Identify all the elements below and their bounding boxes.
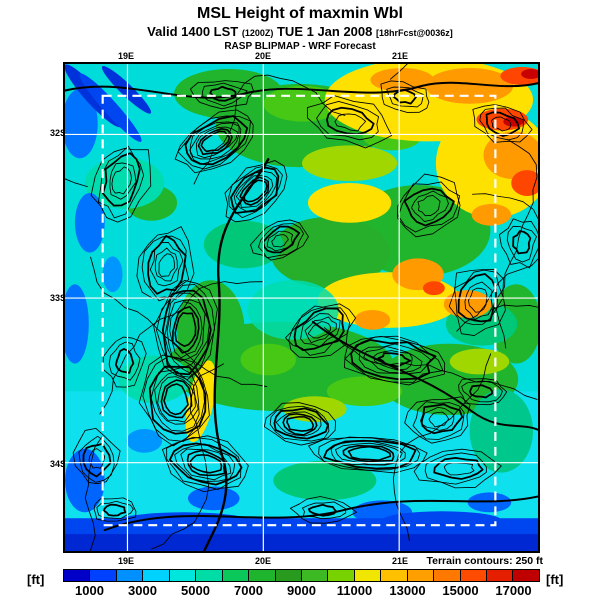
grid-lines-layer xyxy=(65,64,538,551)
x-tick-21E-bottom: 21E xyxy=(391,556,408,566)
y-tick-34S-left: 34S xyxy=(49,459,66,469)
terrain-map-canvas xyxy=(65,64,538,551)
colorbar-cell xyxy=(460,570,487,581)
model-subtitle: RASP BLIPMAP - WRF Forecast xyxy=(224,41,376,52)
x-tick-20E-bottom: 20E xyxy=(254,556,271,566)
colorbar-cell xyxy=(90,570,117,581)
colorbar-cell xyxy=(354,570,382,581)
colorbar-cell xyxy=(116,570,144,581)
plot-title: MSL Height of maxmin Wbl xyxy=(197,5,403,22)
y-tick-33S-left: 33S xyxy=(49,293,66,303)
colorbar-cell xyxy=(487,570,514,581)
colorbar-tick-label: 7000 xyxy=(234,583,263,598)
colorbar-tick-label: 17000 xyxy=(495,583,532,598)
colorbar-tick-label: 9000 xyxy=(287,583,316,598)
colorbar-tick-labels: 1000 3000 5000 7000 9000 11000 13000 15000 17000 xyxy=(63,583,540,599)
colorbar-unit-right: [ft] xyxy=(546,572,564,587)
colorbar-cell xyxy=(222,570,250,581)
valid-date: TUE 1 Jan 2008 xyxy=(276,24,373,39)
contour-lines-layer xyxy=(65,64,538,551)
colorbar-cell xyxy=(434,570,461,581)
colorbar-cell xyxy=(275,570,302,581)
x-tick-19E-bottom: 19E xyxy=(117,556,134,566)
colorbar-cell xyxy=(249,570,276,581)
valid-prefix: Valid 1400 LST xyxy=(147,24,239,39)
forecast-map xyxy=(63,62,540,553)
colorbar-cell xyxy=(64,570,91,581)
x-tick-19E-top: 19E xyxy=(117,51,134,61)
y-tick-32S-left: 32S xyxy=(49,128,66,138)
colorbar-cell xyxy=(196,570,223,581)
domain-boundary-dashed xyxy=(101,94,497,527)
forecast-run-tag: [18hrFcst@0036z] xyxy=(376,28,453,38)
colorbar-tick-label: 15000 xyxy=(442,583,479,598)
colorbar xyxy=(63,569,540,582)
colorbar-tick-label: 1000 xyxy=(75,583,104,598)
colorbar-unit-left: [ft] xyxy=(27,572,45,587)
colorbar-cell xyxy=(381,570,408,581)
x-tick-20E-top: 20E xyxy=(254,51,271,61)
colorbar-tick-label: 5000 xyxy=(181,583,210,598)
contour-note: Terrain contours: 250 ft xyxy=(426,555,544,567)
colorbar-cell xyxy=(407,570,435,581)
valid-time-line: Valid 1400 LST (1200Z) TUE 1 Jan 2008 [1… xyxy=(0,24,600,39)
colorbar-cell xyxy=(169,570,197,581)
colorbar-tick-label: 13000 xyxy=(389,583,426,598)
colorbar-cell xyxy=(328,570,355,581)
colorbar-tick-label: 11000 xyxy=(336,583,373,598)
colorbar-cell xyxy=(301,570,329,581)
valid-zulu: (1200Z) xyxy=(241,28,274,38)
colorbar-cell xyxy=(143,570,170,581)
colorbar-tick-label: 3000 xyxy=(128,583,157,598)
x-tick-21E-top: 21E xyxy=(391,51,408,61)
colorbar-cell xyxy=(513,570,539,581)
